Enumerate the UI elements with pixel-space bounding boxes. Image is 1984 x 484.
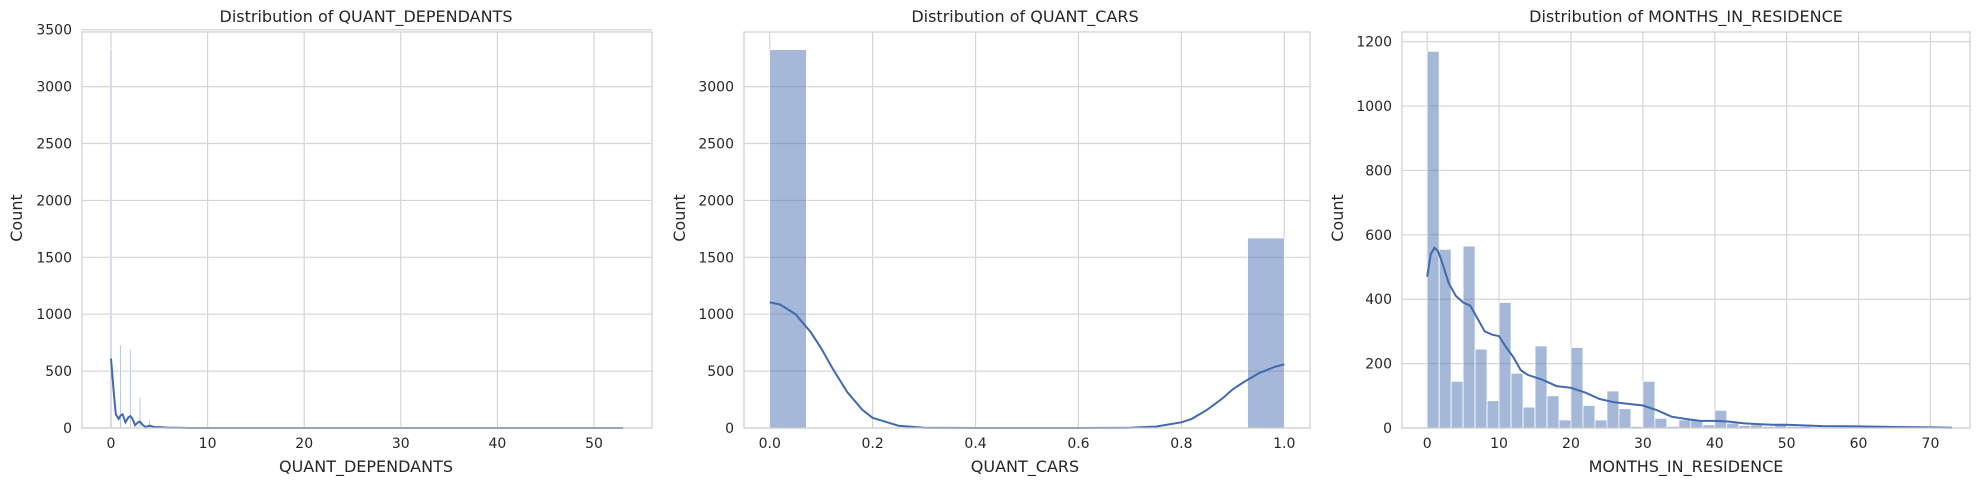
y-axis-label: Count (1328, 194, 1347, 242)
plot-frame (743, 31, 1311, 429)
x-axis-label: MONTHS_IN_RESIDENCE (1589, 457, 1784, 477)
histogram-bar (769, 49, 807, 429)
histogram-bar (1247, 237, 1285, 429)
chart-title: Distribution of QUANT_CARS (911, 7, 1138, 27)
x-tick-label: 40 (489, 436, 507, 452)
kde-line (769, 301, 1285, 429)
panel-quant-cars: Distribution of QUANT_CARS QUANT_CARS Co… (670, 7, 1311, 477)
x-axis-label: QUANT_CARS (971, 457, 1079, 477)
y-tick-label: 3000 (698, 80, 734, 96)
y-tick-label: 0 (1383, 421, 1392, 437)
x-tick-label: 0.8 (1170, 436, 1192, 452)
x-tick-label: 1.0 (1273, 436, 1295, 452)
histogram-bar (1426, 50, 1440, 429)
x-tick-label: 50 (585, 436, 603, 452)
histogram-bar (1582, 405, 1596, 429)
histogram-bar (1474, 348, 1488, 429)
histogram-bar (1726, 422, 1740, 429)
y-tick-label: 1000 (698, 307, 734, 323)
x-tick-label: 0 (1423, 436, 1432, 452)
plot-area (744, 32, 1310, 429)
x-tick-label: 0.2 (862, 436, 884, 452)
y-tick-label: 2000 (36, 193, 72, 209)
y-axis-label: Count (7, 194, 26, 242)
y-tick-label: 1000 (1356, 99, 1392, 115)
x-tick-label: 20 (1562, 436, 1580, 452)
x-tick-label: 30 (392, 436, 410, 452)
x-tick-label: 70 (1922, 436, 1940, 452)
histogram-bar (1714, 409, 1728, 429)
chart-title: Distribution of QUANT_DEPENDANTS (220, 7, 513, 27)
x-tick-label: 0.0 (759, 436, 781, 452)
histogram-bar (1606, 390, 1620, 429)
kde-line (110, 358, 623, 429)
x-tick-label: 30 (1634, 436, 1652, 452)
y-tick-label: 2500 (36, 137, 72, 153)
histogram-bar (1510, 372, 1524, 429)
panel-months-in-residence: Distribution of MONTHS_IN_RESIDENCE MONT… (1328, 7, 1971, 477)
x-tick-label: 0 (107, 436, 116, 452)
histogram-bar (1498, 302, 1512, 429)
y-tick-label: 500 (707, 364, 734, 380)
y-tick-label: 1500 (698, 250, 734, 266)
x-tick-label: 50 (1778, 436, 1796, 452)
x-tick-label: 0.4 (964, 436, 986, 452)
x-tick-label: 10 (199, 436, 217, 452)
histogram-bar (1558, 419, 1572, 429)
chart-title: Distribution of MONTHS_IN_RESIDENCE (1529, 7, 1843, 27)
x-tick-label: 20 (295, 436, 313, 452)
y-tick-label: 0 (63, 421, 72, 437)
y-tick-label: 1500 (36, 250, 72, 266)
histogram-bar (1462, 245, 1476, 429)
y-tick-label: 400 (1365, 292, 1392, 308)
y-tick-label: 3000 (36, 80, 72, 96)
y-tick-label: 2500 (698, 137, 734, 153)
histogram-bar (1642, 380, 1656, 429)
y-tick-label: 1200 (1356, 35, 1392, 51)
histogram-bar (1438, 248, 1452, 429)
y-tick-label: 3500 (36, 23, 72, 39)
histogram-bar (1654, 417, 1668, 429)
x-tick-label: 10 (1490, 436, 1508, 452)
histogram-bar (1678, 419, 1692, 429)
histogram-bar (1534, 345, 1548, 429)
histogram-bar (1486, 400, 1500, 429)
y-tick-label: 1000 (36, 307, 72, 323)
x-tick-label: 0.6 (1067, 436, 1089, 452)
y-tick-label: 800 (1365, 163, 1392, 179)
histogram-bar (1618, 408, 1632, 429)
histogram-bars (769, 49, 1285, 429)
histogram-bar (1450, 380, 1464, 429)
x-tick-label: 40 (1706, 436, 1724, 452)
histogram-bar (1594, 419, 1608, 429)
histogram-bars (1426, 50, 1955, 429)
y-tick-label: 200 (1365, 357, 1392, 373)
y-tick-label: 0 (725, 421, 734, 437)
histogram-bar (1522, 406, 1536, 429)
panel-quant-dependants: Distribution of QUANT_DEPENDANTS QUANT_D… (7, 7, 653, 477)
histogram-bar (1546, 395, 1560, 429)
y-tick-label: 600 (1365, 228, 1392, 244)
y-axis-label: Count (670, 194, 689, 242)
plot-frame (81, 31, 653, 429)
plot-frame (1401, 31, 1971, 429)
y-tick-label: 500 (45, 364, 72, 380)
kde-line (1426, 246, 1953, 429)
x-axis-label: QUANT_DEPENDANTS (279, 457, 453, 477)
x-tick-label: 60 (1850, 436, 1868, 452)
y-tick-label: 2000 (698, 193, 734, 209)
plot-area (82, 29, 652, 429)
